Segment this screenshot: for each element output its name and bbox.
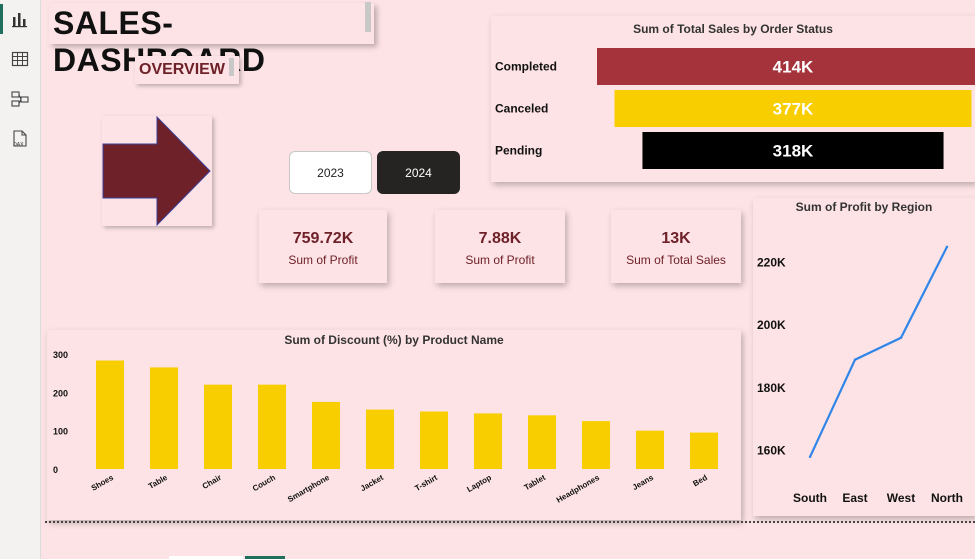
x-tick-label: Headphones	[555, 473, 602, 505]
kpi-label: Sum of Profit	[288, 253, 358, 267]
bar-completed	[597, 48, 975, 85]
data-label: 377K	[773, 100, 814, 119]
x-tick-label: Shoes	[90, 473, 116, 493]
y-tick-label: 160K	[757, 444, 786, 458]
profit-series-line	[809, 246, 948, 458]
category-label: Canceled	[495, 102, 548, 116]
bar-t-shirt	[420, 411, 448, 469]
left-view-rail: DAX	[0, 0, 41, 559]
bar-table	[150, 367, 178, 469]
report-view-icon[interactable]	[10, 9, 30, 29]
bar-canceled	[614, 90, 972, 127]
arrow-shape-card[interactable]	[102, 115, 212, 227]
chart-title: Sum of Profit by Region	[795, 200, 933, 214]
category-label: Completed	[495, 60, 557, 74]
overview-label: OVERVIEW	[139, 61, 225, 78]
table-view-icon[interactable]	[10, 49, 30, 69]
chart-title: Sum of Total Sales by Order Status	[633, 22, 833, 36]
x-tick-label: T-shirt	[413, 473, 439, 493]
bar-chair	[204, 384, 232, 469]
x-tick-label: Chair	[201, 473, 223, 491]
profit-by-region-plot: 160K 180K 200K 220K South East West North	[757, 245, 963, 505]
bar-headphones	[582, 421, 610, 469]
data-point	[808, 455, 812, 459]
order-status-chart[interactable]: Sum of Total Sales by Order Status Compl…	[491, 16, 975, 182]
x-tick-label: Bed	[691, 473, 709, 488]
bar-pending	[642, 132, 944, 169]
page-tab[interactable]	[169, 556, 243, 559]
overview-card: OVERVIEW	[135, 56, 239, 84]
y-tick-label: 300	[53, 350, 68, 360]
year-button-2023[interactable]: 2023	[289, 151, 372, 194]
kpi-label: Sum of Profit	[465, 253, 535, 267]
report-canvas: SALES-DASHBOARD OVERVIEW 2023 2024 759.7…	[41, 0, 975, 559]
bar-smartphone	[312, 401, 340, 469]
x-tick-label: East	[842, 491, 867, 505]
discount-by-product-plot: 0 100 200 300 Shoes Table Chair Couch Smartphone…	[53, 350, 718, 505]
kpi-value: 13K	[661, 230, 691, 247]
kpi-card-profit[interactable]: 759.72K Sum of Profit	[259, 210, 387, 283]
data-label: 318K	[773, 142, 814, 161]
y-tick-label: 220K	[757, 255, 786, 269]
x-tick-label: Jeans	[631, 473, 656, 492]
data-point	[899, 336, 903, 339]
kpi-value: 759.72K	[292, 230, 354, 247]
x-tick-label: Laptop	[465, 473, 493, 494]
active-view-indicator	[0, 4, 3, 34]
y-tick-label: 200K	[757, 318, 786, 332]
bar-tablet	[528, 415, 556, 469]
bar-laptop	[474, 413, 502, 469]
x-tick-label: Table	[147, 473, 170, 491]
discount-by-product-chart[interactable]: Sum of Discount (%) by Product Name 0 100…	[47, 330, 741, 520]
order-status-plot: Completed 414K Canceled 377K Pending 318K	[495, 48, 975, 169]
bar-couch	[258, 384, 286, 469]
text-cursor	[229, 58, 234, 76]
kpi-label: Sum of Total Sales	[626, 253, 726, 267]
x-tick-label: Tablet	[523, 473, 548, 492]
x-tick-label: Smartphone	[286, 473, 331, 504]
bar-shoes	[96, 360, 124, 469]
y-tick-label: 100	[53, 427, 68, 437]
kpi-card-profit-2[interactable]: 7.88K Sum of Profit	[435, 210, 565, 283]
y-tick-label: 180K	[757, 381, 786, 395]
chart-title: Sum of Discount (%) by Product Name	[284, 333, 504, 347]
bar-jacket	[366, 409, 394, 469]
kpi-value: 7.88K	[478, 230, 522, 247]
year-button-2024[interactable]: 2024	[377, 151, 460, 194]
dax-query-icon[interactable]: DAX	[10, 129, 30, 149]
category-label: Pending	[495, 144, 542, 158]
x-tick-label: Couch	[251, 473, 277, 493]
title-card: SALES-DASHBOARD	[49, 3, 374, 78]
kpi-card-total-sales[interactable]: 13K Sum of Total Sales	[611, 210, 741, 283]
bar-bed	[690, 432, 718, 469]
svg-text:DAX: DAX	[13, 142, 24, 148]
data-point	[945, 245, 949, 249]
bar-jeans	[636, 430, 664, 469]
x-tick-label: Jacket	[359, 473, 385, 493]
right-arrow-icon	[102, 115, 211, 227]
data-label: 414K	[773, 58, 814, 77]
y-tick-label: 0	[53, 465, 58, 475]
data-point	[853, 358, 857, 361]
x-tick-label: North	[931, 491, 963, 505]
x-tick-label: West	[887, 491, 915, 505]
text-cursor	[365, 2, 371, 32]
x-tick-label: South	[793, 491, 827, 505]
divider-line	[45, 521, 975, 523]
page-tab-active[interactable]	[245, 556, 285, 559]
y-tick-label: 200	[53, 388, 68, 398]
profit-by-region-chart[interactable]: Sum of Profit by Region 160K 180K 200K 220K…	[753, 198, 975, 516]
model-view-icon[interactable]	[10, 89, 30, 109]
